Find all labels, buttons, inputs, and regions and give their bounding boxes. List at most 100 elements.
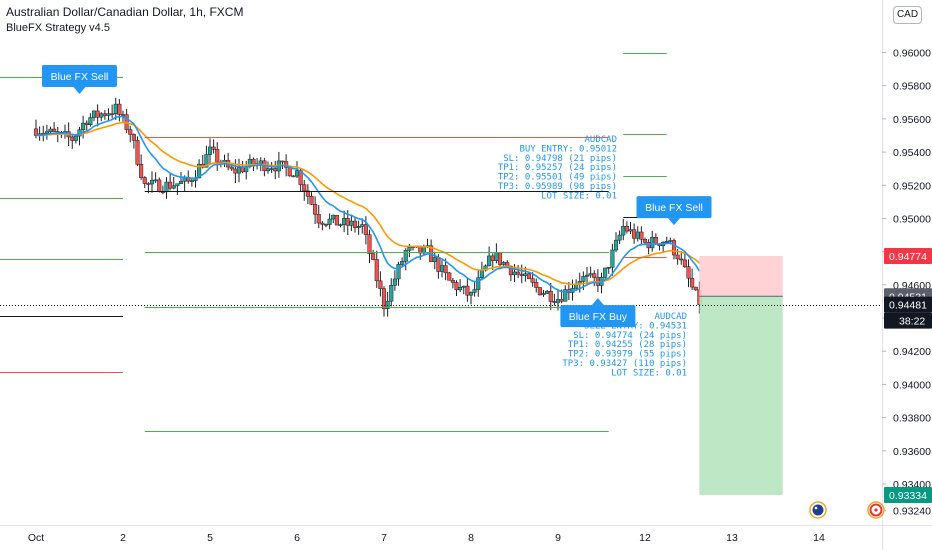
candle-body xyxy=(439,265,445,272)
sell-signal-label[interactable]: Blue FX Sell xyxy=(636,196,712,226)
candle-body xyxy=(178,180,184,185)
price-tick-label: 0.95800 xyxy=(893,81,931,93)
price-tag-text: 0.94774 xyxy=(889,251,927,263)
entry-info-line: AUDCAD xyxy=(654,312,687,322)
event-flag-leaf xyxy=(874,508,878,512)
candle-body xyxy=(320,222,325,225)
candle-body xyxy=(131,134,136,141)
price-tick-label: 0.93800 xyxy=(893,413,931,425)
price-axis[interactable]: 0.96000 0.95800 0.95600 0.95400 0.95200 0.950… xyxy=(882,48,932,518)
signal-pointer xyxy=(73,86,86,94)
candle-body xyxy=(548,291,553,302)
candle-body xyxy=(331,214,336,220)
indicator-name[interactable]: BlueFX Strategy v4.5 xyxy=(6,22,110,34)
candle-body xyxy=(592,273,597,278)
price-tick-label: 0.95400 xyxy=(893,147,931,159)
candle-body xyxy=(584,274,590,277)
price-tag-bg xyxy=(884,296,932,313)
price-tag-text: 0.94481 xyxy=(889,300,927,312)
candle-body xyxy=(610,249,615,268)
candle-body xyxy=(349,220,354,226)
price-tag-bg xyxy=(884,247,932,264)
currency-badge[interactable]: CAD xyxy=(893,6,922,24)
candle-body xyxy=(392,278,397,286)
candle-body xyxy=(400,261,405,265)
time-axis[interactable]: Oct 2 5 6 7 8 9 12 13 14 xyxy=(28,532,825,544)
candle-body xyxy=(671,240,677,256)
price-tag: 0.94774 xyxy=(884,247,932,264)
candle-body xyxy=(113,103,118,114)
australia-event-icon[interactable] xyxy=(809,501,827,519)
candle-body xyxy=(88,117,93,125)
signal-box xyxy=(560,305,636,328)
candle-body xyxy=(269,168,274,170)
signal-text: Blue FX Sell xyxy=(51,71,109,83)
take-profit-zone[interactable] xyxy=(699,296,783,495)
candle-body xyxy=(95,110,100,118)
price-tick-label: 0.95200 xyxy=(893,180,931,192)
time-tick-label: 2 xyxy=(120,532,126,544)
candle-body xyxy=(157,179,162,193)
candle-body xyxy=(338,224,343,226)
candle-body xyxy=(164,181,169,193)
candle-body xyxy=(302,184,307,192)
signal-box xyxy=(636,196,712,219)
candle-body xyxy=(653,237,658,244)
candle-body xyxy=(494,252,499,261)
price-tick-label: 0.93240 xyxy=(893,506,931,518)
candle-body xyxy=(450,279,455,283)
candle-body xyxy=(642,239,648,243)
candle-body xyxy=(33,128,39,136)
candle-body xyxy=(526,273,532,279)
entry-info-line: BUY ENTRY: 0.95012 xyxy=(519,144,617,154)
price-tick-label: 0.95600 xyxy=(893,114,931,126)
candle-body xyxy=(639,231,644,240)
price-tick-label: 0.93600 xyxy=(893,446,931,458)
canada-event-icon[interactable] xyxy=(867,501,885,519)
candle-body xyxy=(381,288,387,309)
candle-body xyxy=(171,185,176,189)
candle-body xyxy=(465,285,470,296)
candle-body xyxy=(443,265,448,274)
candle-body xyxy=(668,240,673,242)
candle-body xyxy=(251,158,256,165)
time-tick-label: 8 xyxy=(468,532,474,544)
sell-signal-label[interactable]: Blue FX Sell xyxy=(42,64,117,94)
candle-body xyxy=(664,241,669,243)
time-tick-label: 12 xyxy=(639,532,651,544)
symbol-title: Australian Dollar/Canadian Dollar, 1h, F… xyxy=(6,5,244,19)
candle-body xyxy=(81,122,86,131)
entry-info-line: TP3: 0.93427 (110 pips) xyxy=(562,359,687,369)
candle-body xyxy=(461,285,466,288)
candle-body xyxy=(197,163,202,179)
candle-body xyxy=(265,168,271,172)
candle-body xyxy=(48,128,53,132)
candle-body xyxy=(490,255,495,261)
candle-body xyxy=(679,258,684,261)
candle-body xyxy=(588,273,593,276)
candle-body xyxy=(352,220,358,228)
stop-loss-zone[interactable] xyxy=(699,255,783,297)
candle-body xyxy=(316,214,321,224)
time-tick-label: 13 xyxy=(726,532,738,544)
signal-pointer xyxy=(591,298,604,306)
candle-body xyxy=(468,292,474,296)
candle-body xyxy=(693,286,698,291)
buy-signal-label[interactable]: Blue FX Buy xyxy=(560,298,636,328)
candle-body xyxy=(682,259,687,267)
candle-body xyxy=(407,247,412,251)
candle-body xyxy=(294,170,300,177)
entry-info-line: TP1: 0.94255 (28 pips) xyxy=(568,340,687,350)
entry-info-line: SELL ENTRY: 0.94531 xyxy=(584,321,687,331)
candle-body xyxy=(99,113,104,118)
candle-body xyxy=(44,131,49,134)
candle-body xyxy=(497,252,503,265)
candle-body xyxy=(501,262,506,265)
candle-body xyxy=(273,168,278,172)
candle-body xyxy=(70,136,75,141)
candle-body xyxy=(690,277,695,288)
